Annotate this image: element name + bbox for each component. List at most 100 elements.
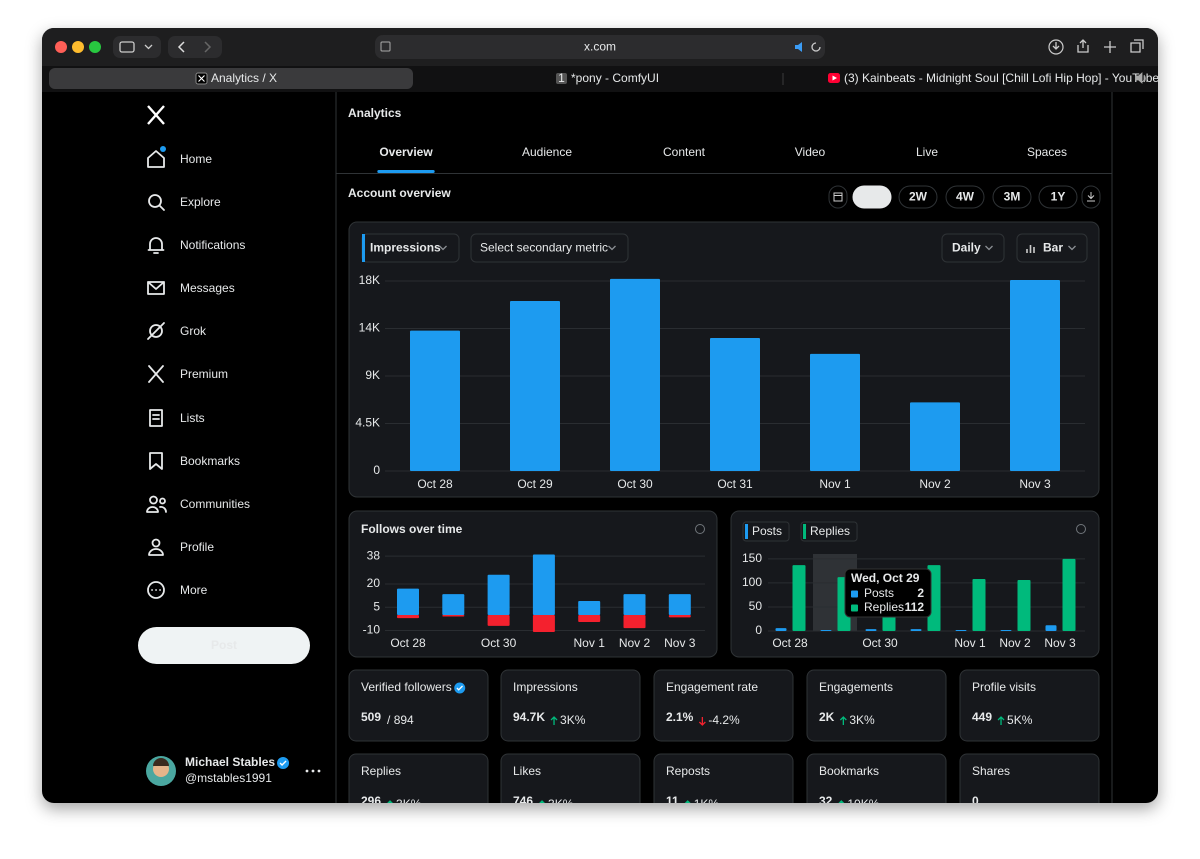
- bar: [487, 615, 510, 626]
- stat-change: 5K%: [1007, 713, 1033, 727]
- legend-label[interactable]: Posts: [752, 524, 782, 538]
- stat-card[interactable]: [348, 753, 489, 825]
- site-icon: [380, 41, 391, 52]
- stat-change: 3K%: [560, 713, 586, 727]
- active-tab[interactable]: [49, 68, 413, 89]
- stat-total: / 894: [387, 713, 414, 727]
- check: [279, 760, 287, 766]
- more-dot[interactable]: [311, 769, 315, 773]
- y-tick-label: -10: [363, 623, 381, 637]
- trend-arrow: [837, 800, 845, 803]
- user-name[interactable]: Michael Stables: [185, 755, 275, 769]
- range-button[interactable]: [992, 185, 1032, 209]
- info-icon: [1076, 524, 1086, 534]
- y-tick-label: 50: [749, 599, 763, 613]
- chevron: [144, 44, 153, 50]
- interval-label[interactable]: Daily: [952, 241, 981, 255]
- page-tab[interactable]: Audience: [522, 145, 572, 159]
- download-icon[interactable]: [1048, 39, 1064, 55]
- nav-item[interactable]: Lists: [180, 411, 205, 425]
- range-label[interactable]: 4W: [956, 190, 975, 204]
- toolbar-icon[interactable]: [1077, 39, 1089, 53]
- tab-title[interactable]: *pony - ComfyUI: [571, 71, 659, 85]
- nav-item[interactable]: Premium: [180, 367, 228, 381]
- stat-card[interactable]: [806, 669, 947, 742]
- bar: [1045, 625, 1057, 631]
- x-tick-label: Oct 30: [862, 636, 898, 650]
- bar: [820, 630, 832, 631]
- reload-icon: [811, 42, 821, 52]
- nav-item[interactable]: More: [180, 583, 208, 597]
- nav-item[interactable]: Notifications: [180, 238, 245, 252]
- nav-item[interactable]: Profile: [180, 540, 214, 554]
- range-label[interactable]: 2W: [909, 190, 928, 204]
- legend-label[interactable]: Replies: [810, 524, 850, 538]
- nav-item[interactable]: Communities: [180, 497, 250, 511]
- tab-title[interactable]: Analytics / X: [211, 71, 277, 85]
- toolbar-icon[interactable]: [1130, 39, 1144, 53]
- range-label[interactable]: 7D: [864, 190, 880, 204]
- nav-item[interactable]: Messages: [180, 281, 235, 295]
- x-tick-label: Oct 28: [417, 477, 453, 491]
- bar: [972, 579, 986, 631]
- page-tab[interactable]: Overview: [379, 145, 433, 159]
- post-button[interactable]: [138, 627, 310, 664]
- chart-type-label[interactable]: Bar: [1043, 241, 1063, 255]
- range-button[interactable]: [945, 185, 985, 209]
- chart-type-dropdown[interactable]: [1016, 233, 1088, 263]
- page-tab[interactable]: Spaces: [1027, 145, 1067, 159]
- page-tab[interactable]: Video: [795, 145, 826, 159]
- speaker-icon: [795, 42, 802, 52]
- y-tick-label: 0: [373, 463, 380, 477]
- stat-card[interactable]: [348, 669, 489, 742]
- page-tab[interactable]: Live: [916, 145, 938, 159]
- more-dot[interactable]: [305, 769, 309, 773]
- x-tick-label: Nov 2: [919, 477, 951, 491]
- nav-buttons[interactable]: [168, 36, 222, 58]
- page-tab[interactable]: Content: [663, 145, 706, 159]
- x-tick-label: Nov 3: [1044, 636, 1076, 650]
- interval-dropdown[interactable]: [941, 233, 1005, 263]
- stat-card[interactable]: [653, 669, 794, 742]
- tab-title[interactable]: (3) Kainbeats - Midnight Soul [Chill Lof…: [844, 71, 1159, 85]
- info-icon: [695, 524, 705, 534]
- range-label[interactable]: 1Y: [1051, 190, 1066, 204]
- calendar-button[interactable]: [828, 185, 848, 209]
- nav-item[interactable]: Explore: [180, 195, 221, 209]
- notification-dot: [160, 146, 166, 152]
- legend-item[interactable]: [800, 521, 858, 542]
- download-button[interactable]: [1081, 185, 1101, 209]
- secondary-dropdown[interactable]: [470, 233, 629, 263]
- traffic-light[interactable]: [89, 41, 101, 53]
- secondary-label[interactable]: Select secondary metric: [480, 241, 608, 255]
- nav-item[interactable]: Grok: [180, 324, 207, 338]
- range-label[interactable]: 3M: [1004, 190, 1021, 204]
- stat-card[interactable]: [959, 753, 1100, 825]
- post-button-label[interactable]: Post: [211, 638, 237, 652]
- x-logo: [147, 105, 165, 125]
- legend-item[interactable]: [742, 521, 790, 542]
- download-icon: [1087, 192, 1095, 202]
- stat-label: Engagement rate: [666, 680, 758, 694]
- stat-card[interactable]: [653, 753, 794, 825]
- stat-card[interactable]: [500, 669, 641, 742]
- bar: [775, 628, 787, 631]
- stat-card[interactable]: [500, 753, 641, 825]
- range-button[interactable]: [1038, 185, 1078, 209]
- more-dot[interactable]: [317, 769, 321, 773]
- toolbar-icon[interactable]: [1052, 42, 1060, 50]
- toolbar-icon[interactable]: [1104, 41, 1116, 53]
- metric-label[interactable]: Impressions: [370, 241, 441, 255]
- traffic-light[interactable]: [55, 41, 67, 53]
- stat-card[interactable]: [806, 753, 947, 825]
- range-button[interactable]: [898, 185, 938, 209]
- stat-card[interactable]: [959, 669, 1100, 742]
- bar: [668, 594, 691, 615]
- bar: [442, 594, 465, 615]
- nav-item[interactable]: Bookmarks: [180, 454, 240, 468]
- stat-value: 296: [361, 794, 381, 808]
- range-button[interactable]: [852, 185, 892, 209]
- url-bar[interactable]: [375, 35, 825, 59]
- nav-item[interactable]: Home: [180, 152, 212, 166]
- traffic-light[interactable]: [72, 41, 84, 53]
